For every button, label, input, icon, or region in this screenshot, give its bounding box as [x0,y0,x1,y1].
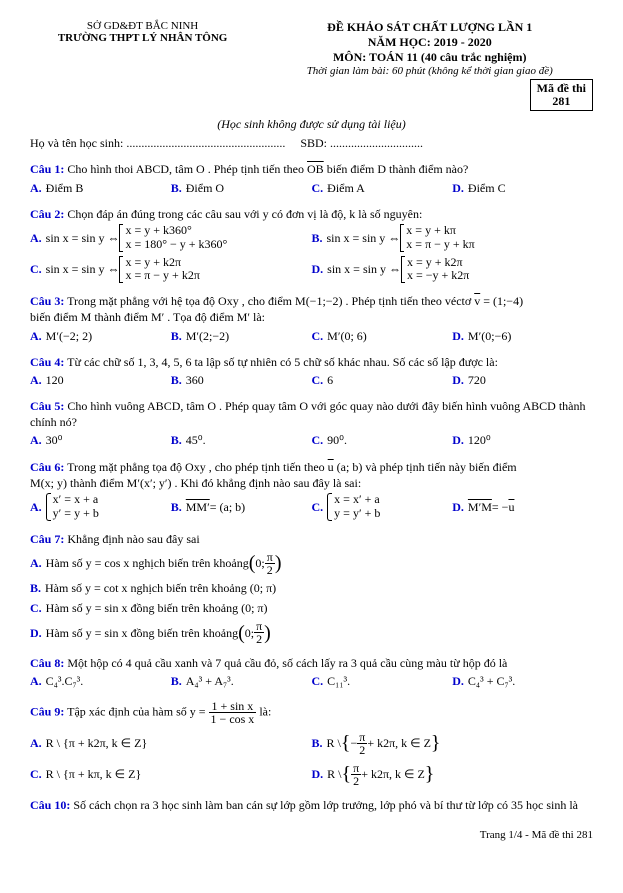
q3-label: Câu 3: [30,294,64,308]
q6-vec: u [328,460,334,474]
q1-text2: biến điểm D thành điểm nào? [327,162,469,176]
question-6: Câu 6: Trong mặt phẳng tọa độ Oxy , cho … [30,459,593,521]
q9-label: Câu 9: [30,704,64,718]
name-label: Họ và tên học sinh: ....................… [30,136,285,150]
q4-label: Câu 4: [30,355,64,369]
org-line2: TRƯỜNG THPT LÝ NHÂN TÔNG [30,32,255,44]
time-limit: Thời gian làm bài: 60 phút (không kể thờ… [266,65,593,77]
header-right: ĐỀ KHẢO SÁT CHẤT LƯỢNG LẦN 1 NĂM HỌC: 20… [266,20,593,111]
header-left: SỞ GD&ĐT BẮC NINH TRƯỜNG THPT LÝ NHÂN TÔ… [30,20,255,111]
q5-text: Cho hình vuông ABCD, tâm O . Phép quay t… [30,399,586,429]
q6-text1b: (a; b) và phép tịnh tiến này biến điểm [337,460,517,474]
q7-label: Câu 7: [30,532,64,546]
exam-code-box: Mã đề thi 281 [530,79,593,111]
school-year: NĂM HỌC: 2019 - 2020 [266,35,593,50]
header: SỞ GD&ĐT BẮC NINH TRƯỜNG THPT LÝ NHÂN TÔ… [30,20,593,111]
q3-vector: v [474,294,480,308]
subject: MÔN: TOÁN 11 (40 câu trắc nghiệm) [266,50,593,65]
q8-label: Câu 8: [30,656,64,670]
question-9: Câu 9: Tập xác định của hàm số y = 1 + s… [30,700,593,787]
q6-label: Câu 6: [30,460,64,474]
note: (Học sinh không được sử dụng tài liệu) [30,117,593,132]
question-8: Câu 8: Một hộp có 4 quả cầu xanh và 7 qu… [30,655,593,689]
page-footer: Trang 1/4 - Mã đề thi 281 [30,829,593,841]
q1-text: Cho hình thoi ABCD, tâm O . Phép tịnh ti… [67,162,307,176]
q2-label: Câu 2: [30,207,64,221]
question-4: Câu 4: Từ các chữ số 1, 3, 4, 5, 6 ta lậ… [30,354,593,388]
question-3: Câu 3: Trong mặt phẳng với hệ tọa độ Oxy… [30,293,593,344]
q7-text: Khẳng định nào sau đây sai [67,532,199,546]
q3-text2: biến điểm M thành điểm M′ . Tọa độ điểm … [30,310,265,324]
q2-text: Chọn đáp án đúng trong các câu sau với y… [67,207,422,221]
q10-text: Số cách chọn ra 3 học sinh làm ban cán s… [73,798,578,812]
q1-vector: OB [307,162,324,176]
question-10: Câu 10: Số cách chọn ra 3 học sinh làm b… [30,797,593,813]
sbd-label: SBD: ............................... [300,136,423,150]
q9-tail: là: [259,704,271,718]
q4-text: Từ các chữ số 1, 3, 4, 5, 6 ta lập số tự… [67,355,498,369]
q6-text1: Trong mặt phẳng tọa độ Oxy , cho phép tị… [67,460,328,474]
q9-text: Tập xác định của hàm số y = [67,704,208,718]
question-2: Câu 2: Chọn đáp án đúng trong các câu sa… [30,206,593,283]
question-1: Câu 1: Cho hình thoi ABCD, tâm O . Phép … [30,161,593,195]
q3-text: Trong mặt phẳng với hệ tọa độ Oxy , cho … [67,294,474,308]
q10-label: Câu 10: [30,798,70,812]
q8-text: Một hộp có 4 quả cầu xanh và 7 quả cầu đ… [67,656,507,670]
q5-label: Câu 5: [30,399,64,413]
q6-text2: M(x; y) thành điểm M′(x′; y′) . Khi đó k… [30,476,361,490]
q1-label: Câu 1: [30,162,64,176]
question-5: Câu 5: Cho hình vuông ABCD, tâm O . Phép… [30,398,593,449]
org-line1: SỞ GD&ĐT BẮC NINH [30,20,255,32]
question-7: Câu 7: Khẳng định nào sau đây sai A. Hàm… [30,531,593,646]
exam-code: 281 [537,95,586,108]
name-line: Họ và tên học sinh: ....................… [30,136,593,151]
exam-title: ĐỀ KHẢO SÁT CHẤT LƯỢNG LẦN 1 [266,20,593,35]
q3-veq: = (1;−4) [483,294,523,308]
